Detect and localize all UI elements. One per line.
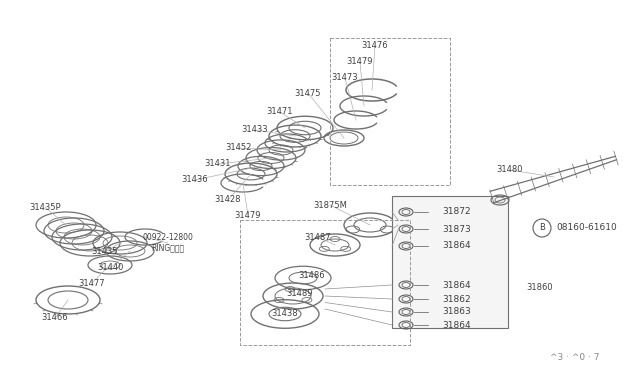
Text: 31489: 31489 xyxy=(287,289,313,298)
Text: 31479: 31479 xyxy=(235,211,261,219)
Text: 31864: 31864 xyxy=(442,280,470,289)
Text: 31475: 31475 xyxy=(295,89,321,97)
Text: 31873: 31873 xyxy=(442,224,471,234)
Text: 31476: 31476 xyxy=(362,41,388,49)
Text: 08160-61610: 08160-61610 xyxy=(556,224,617,232)
Text: 31479: 31479 xyxy=(347,58,373,67)
Text: 31864: 31864 xyxy=(442,321,470,330)
Text: 31471: 31471 xyxy=(267,108,293,116)
Text: B: B xyxy=(539,224,545,232)
Text: 31872: 31872 xyxy=(442,208,470,217)
Bar xyxy=(392,196,508,328)
Text: 31433: 31433 xyxy=(242,125,268,135)
Text: 31864: 31864 xyxy=(442,241,470,250)
Text: 31480: 31480 xyxy=(497,166,524,174)
Text: 31486: 31486 xyxy=(299,270,325,279)
Text: 31440: 31440 xyxy=(97,263,123,273)
Text: 00922-12800
RINGリング: 00922-12800 RINGリング xyxy=(143,233,193,253)
Text: 31431: 31431 xyxy=(205,160,231,169)
Text: 31863: 31863 xyxy=(442,308,471,317)
Text: 31466: 31466 xyxy=(42,314,68,323)
Text: 31473: 31473 xyxy=(332,74,358,83)
Text: 31436: 31436 xyxy=(182,176,208,185)
Text: 31435P: 31435P xyxy=(29,202,61,212)
Text: 31860: 31860 xyxy=(527,283,554,292)
Text: 31487: 31487 xyxy=(305,232,332,241)
Text: 31438: 31438 xyxy=(272,308,298,317)
Text: 31435: 31435 xyxy=(92,247,118,257)
Text: 31875M: 31875M xyxy=(313,201,347,209)
Text: 31477: 31477 xyxy=(79,279,106,288)
Text: ^3 · ^0 · 7: ^3 · ^0 · 7 xyxy=(550,353,600,362)
Text: 31452: 31452 xyxy=(225,144,251,153)
Text: 31862: 31862 xyxy=(442,295,470,304)
Text: 31428: 31428 xyxy=(215,196,241,205)
